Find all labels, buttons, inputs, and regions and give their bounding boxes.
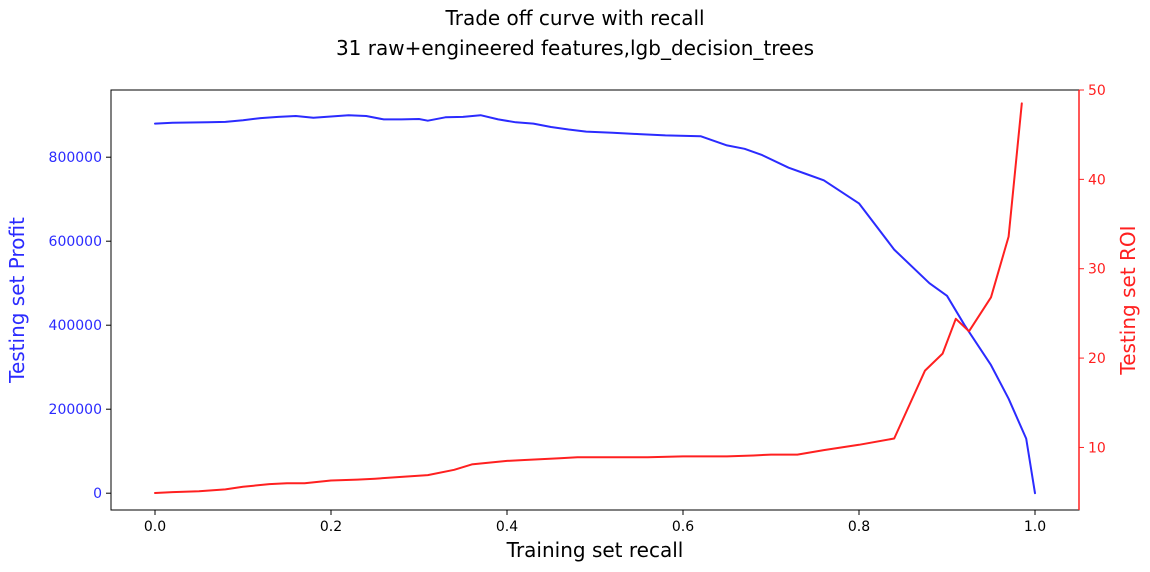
plot-area-frame	[110, 89, 1080, 511]
y-left-tick-label: 600000	[49, 234, 102, 250]
chart-title: Trade off curve with recall	[444, 6, 704, 30]
y-left-tick-label: 800000	[49, 150, 102, 166]
y-right-tick-label: 10	[1088, 440, 1106, 456]
x-tick-label: 0.2	[320, 519, 342, 535]
y-axis-right-label: Testing set ROI	[1116, 225, 1140, 375]
y-right-tick-label: 50	[1088, 83, 1106, 99]
y-left-tick-label: 200000	[49, 402, 102, 418]
profit-line	[154, 114, 1036, 495]
left-axis-ticks: 0 200000 400000 600000 800000	[49, 90, 112, 510]
y-right-tick-label: 30	[1088, 262, 1106, 278]
y-left-tick-label: 0	[93, 486, 102, 502]
x-tick-label: 0.6	[672, 519, 694, 535]
x-tick-label: 0.4	[496, 519, 518, 535]
x-tick-label: 0.0	[144, 519, 166, 535]
x-axis-label: Training set recall	[506, 538, 684, 562]
roi-line	[154, 102, 1023, 494]
chart-subtitle: 31 raw+engineered features,lgb_decision_…	[336, 36, 814, 60]
x-tick-label: 1.0	[1024, 519, 1046, 535]
x-tick-label: 0.8	[848, 519, 870, 535]
x-axis-ticks: 0.0 0.2 0.4 0.6 0.8 1.0	[144, 510, 1046, 535]
y-left-tick-label: 400000	[49, 318, 102, 334]
y-right-tick-label: 40	[1088, 172, 1106, 188]
series-layer	[154, 102, 1036, 495]
y-axis-left-label: Testing set Profit	[5, 217, 29, 384]
right-axis-ticks: 10 20 30 40 50	[1078, 83, 1106, 510]
y-right-tick-label: 20	[1088, 351, 1106, 367]
